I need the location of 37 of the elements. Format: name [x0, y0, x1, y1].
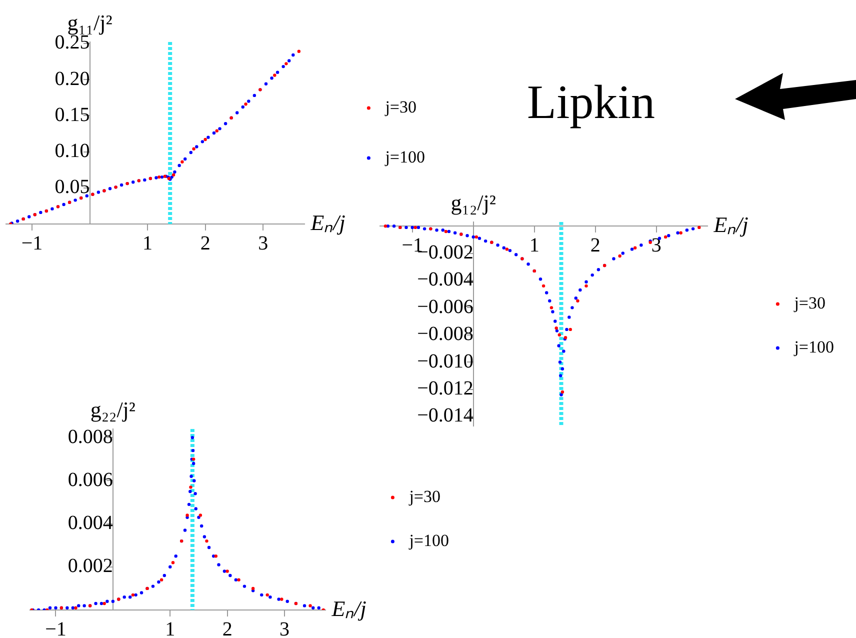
legend-label: j=100: [793, 337, 834, 356]
x-axis-title: Eₙ/j: [310, 210, 346, 235]
x-tick-label: 2: [200, 232, 210, 254]
y-tick-label: 0.20: [54, 68, 90, 90]
y-tick-label: −0.004: [417, 268, 474, 291]
y-tick-label: −0.006: [417, 296, 474, 318]
y-tick-label: −0.012: [417, 378, 474, 400]
y-tick-label: 0.15: [54, 104, 90, 126]
y-tick-label: 0.05: [54, 176, 90, 198]
x-tick-label: −1: [45, 618, 66, 638]
y-tick-label: −0.008: [417, 323, 474, 346]
x-tick-label: 3: [258, 232, 268, 254]
x-tick-label: 1: [165, 618, 176, 638]
x-axis-title: Eₙ/j: [712, 212, 748, 237]
y-tick-label: 0.006: [68, 468, 113, 491]
x-tick-label: 2: [222, 618, 232, 638]
y-tick-label: 0.008: [68, 426, 113, 448]
text: Lipkin: [527, 76, 655, 129]
y-tick-label: −0.014: [417, 404, 474, 427]
legend-label: j=30: [793, 293, 826, 312]
x-tick-label: −1: [21, 232, 43, 254]
legend-label: j=30: [408, 486, 440, 506]
x-tick-label: 2: [590, 234, 600, 256]
y-tick-label: 0.10: [54, 140, 90, 162]
x-tick-label: 1: [529, 234, 540, 256]
y-tick-label: −0.010: [417, 350, 474, 372]
y-axis-title: g₁₂/j²: [450, 190, 496, 215]
legend-label: j=30: [384, 97, 416, 116]
legend-label: j=100: [384, 147, 425, 166]
legend-label: j=100: [408, 530, 449, 550]
y-tick-label: 0.002: [68, 555, 113, 578]
y-axis-title: g₂₂/j²: [90, 397, 136, 422]
x-tick-label: 1: [142, 232, 153, 254]
x-axis-title: Eₙ/j: [330, 596, 366, 621]
x-tick-label: 3: [651, 234, 662, 256]
x-tick-label: 3: [280, 618, 290, 638]
y-tick-label: 0.004: [68, 512, 113, 534]
